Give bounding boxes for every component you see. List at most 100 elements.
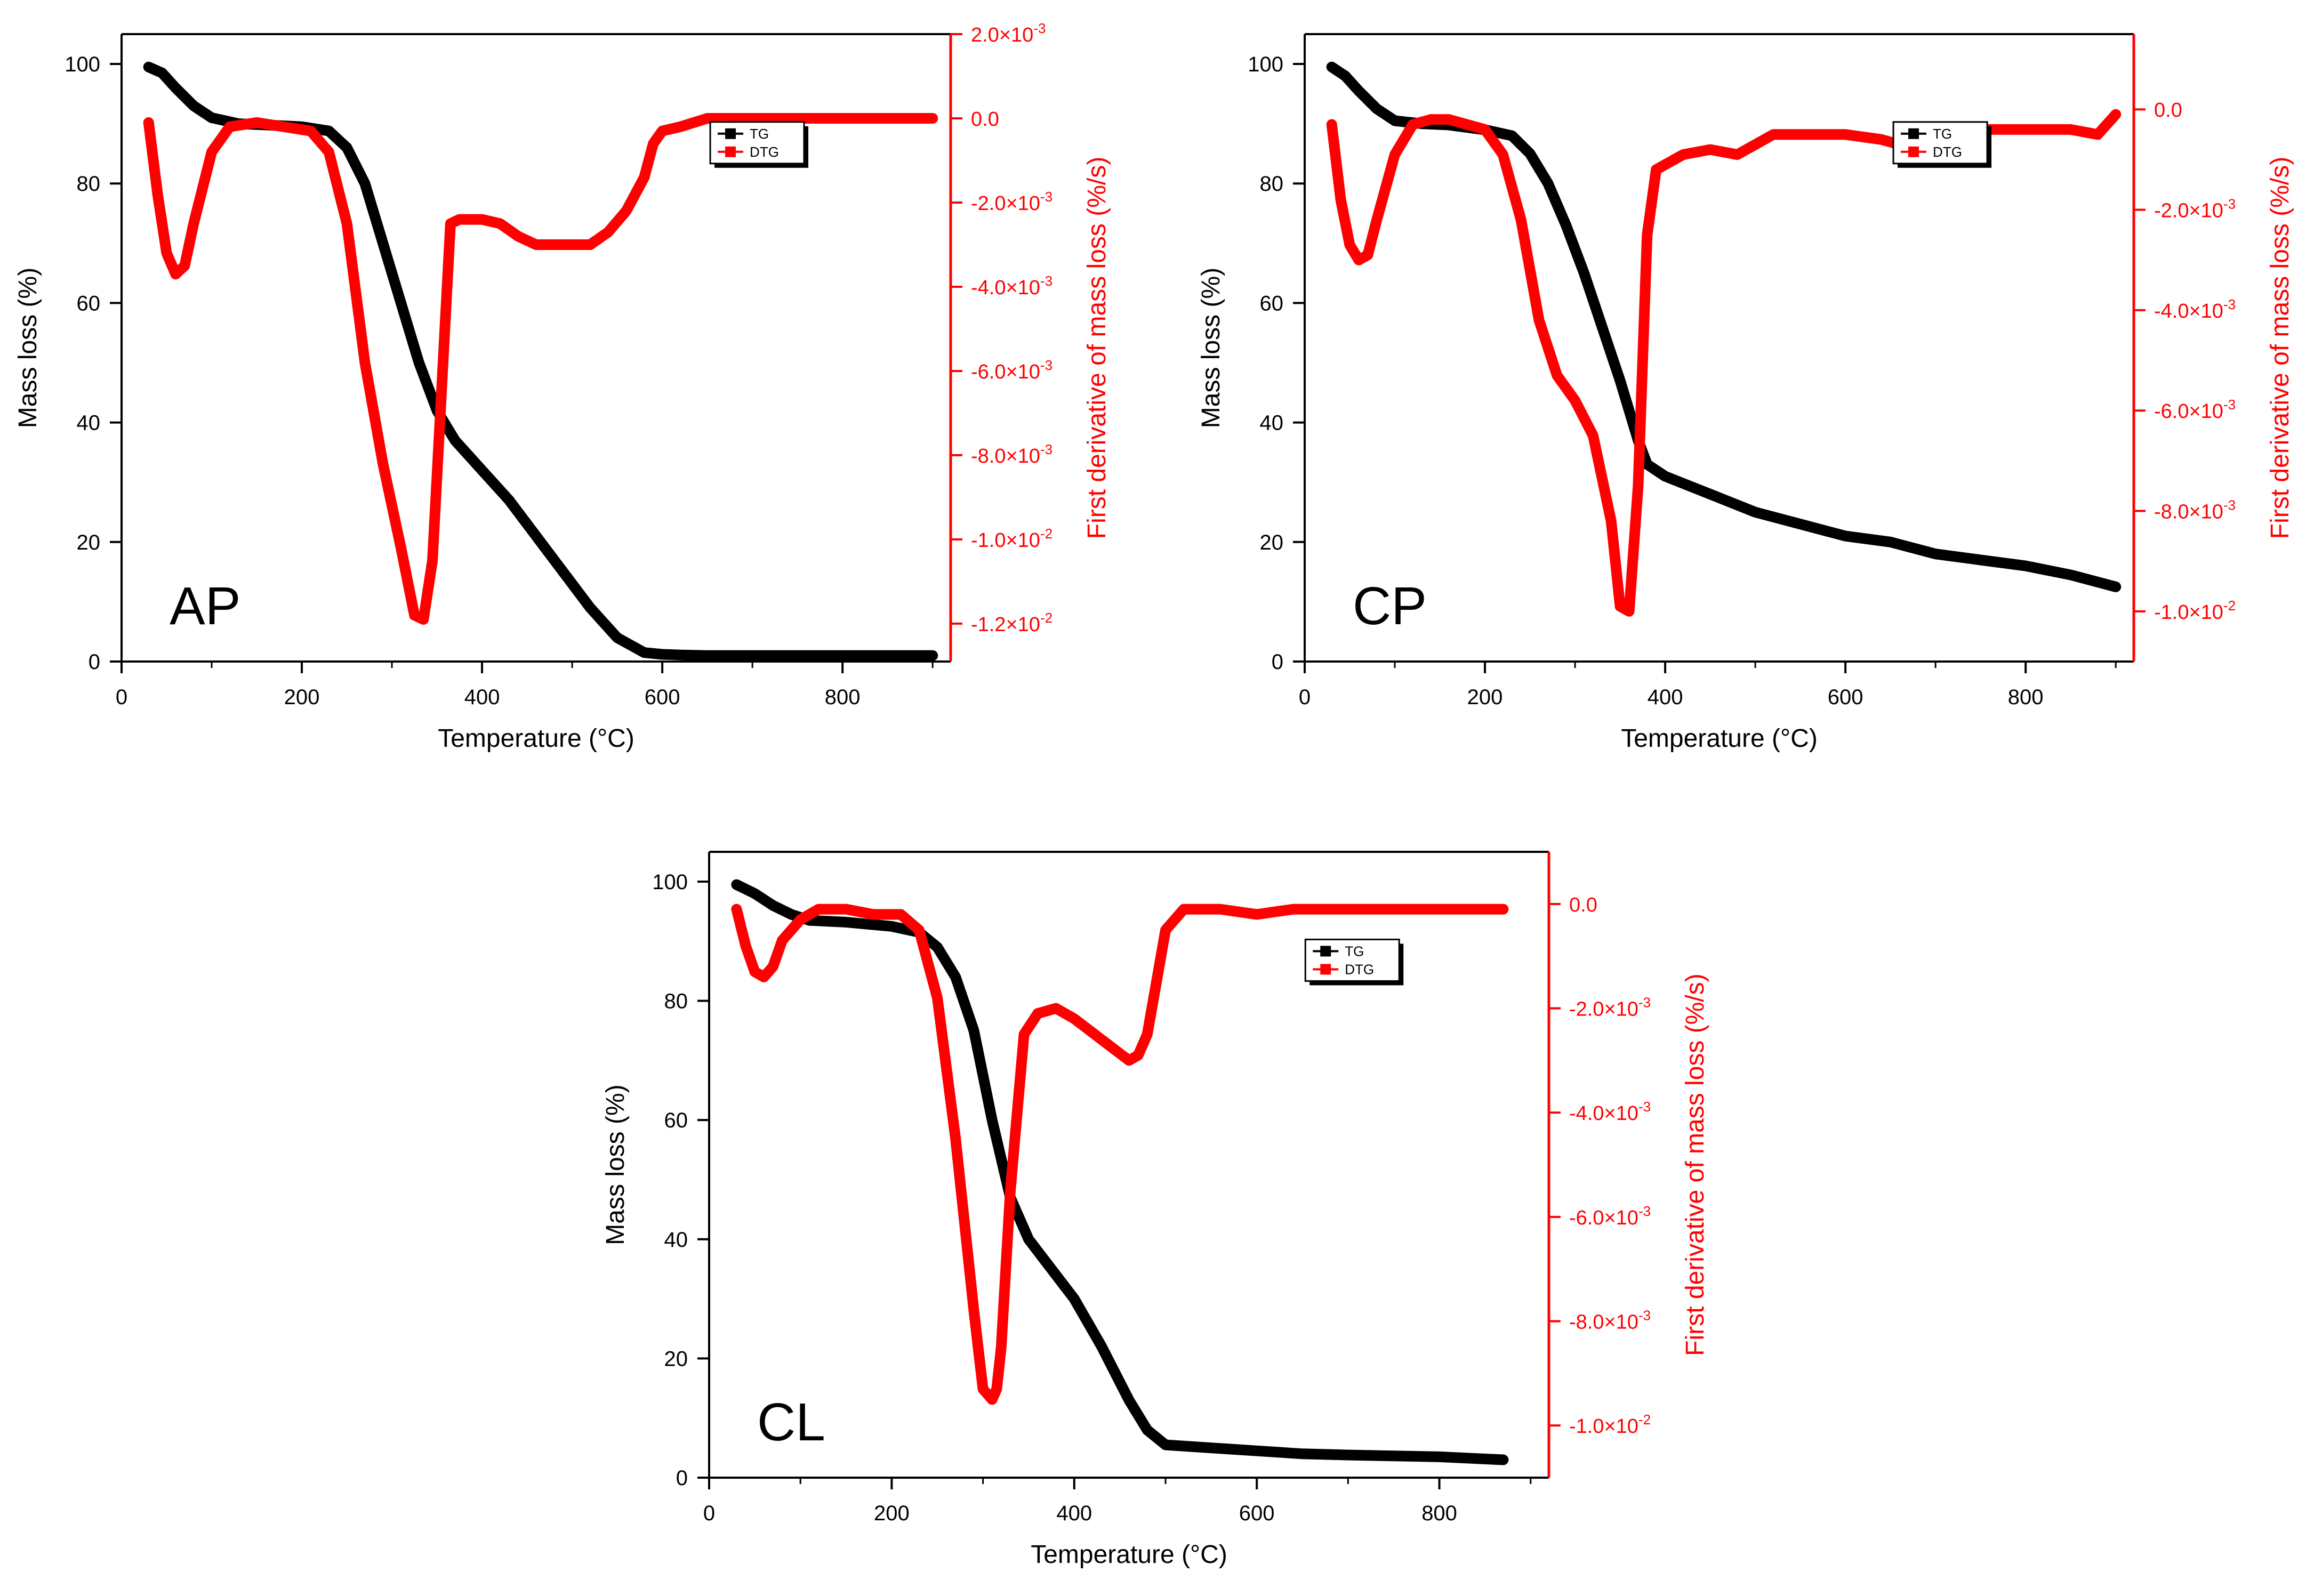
y2-tick-multiplier: ×10	[1604, 1207, 1638, 1229]
y-axis-title: Mass loss (%)	[14, 268, 42, 428]
legend-label: TG	[750, 126, 769, 142]
y2-tick-multiplier: ×10	[2189, 300, 2223, 323]
x-tick-label: 400	[1648, 686, 1683, 709]
legend-marker	[725, 146, 736, 157]
y-tick-label: 0	[1272, 650, 1283, 674]
y2-tick-mantissa: -4.0	[971, 277, 1006, 299]
y2-tick-mantissa: -2.0	[1569, 998, 1604, 1021]
y2-tick-exponent: -2	[1040, 526, 1052, 542]
y2-tick-mantissa: -2.0	[2154, 200, 2189, 222]
legend-label: DTG	[1933, 144, 1962, 160]
legend-marker	[1320, 964, 1331, 975]
y-tick-label: 60	[77, 292, 101, 315]
y2-tick-label: -8.0×10-3	[1569, 1308, 1651, 1334]
y2-tick-exponent: -3	[1040, 189, 1052, 205]
series-line-tg	[143, 61, 938, 661]
y2-tick-label: -6.0×10-3	[2154, 397, 2236, 423]
x-tick-label: 400	[1056, 1502, 1092, 1525]
y2-tick-label: -1.0×10-2	[2154, 598, 2236, 624]
panel-label: AP	[170, 576, 240, 636]
y-tick-label: 40	[1260, 412, 1284, 435]
y2-tick-mantissa: 0.0	[1569, 894, 1597, 916]
y-tick-label: 60	[1260, 292, 1284, 315]
y2-tick-mantissa: -8.0	[971, 445, 1006, 467]
y2-tick-label: 0.0	[1569, 894, 1597, 916]
x-axis-title: Temperature (°C)	[1621, 724, 1818, 753]
y-tick-label: 60	[664, 1109, 688, 1132]
y2-tick-exponent: -3	[2223, 397, 2236, 413]
y2-tick-label: -4.0×10-3	[2154, 296, 2236, 323]
y2-tick-label: -6.0×10-3	[1569, 1203, 1651, 1229]
y2-tick-multiplier: ×10	[1006, 277, 1040, 299]
y2-tick-mantissa: -6.0	[2154, 400, 2189, 423]
y2-tick-multiplier: ×10	[1006, 614, 1040, 636]
y2-tick-label: -6.0×10-3	[971, 357, 1052, 383]
x-tick-label: 0	[703, 1502, 715, 1525]
y2-tick-label: 0.0	[2154, 99, 2182, 122]
y2-tick-exponent: -3	[2223, 196, 2236, 212]
panel-cp: 0 200 400 600 8000204060801000.0-2.0×10-3-4.…	[1197, 33, 2294, 753]
y2-tick-exponent: -3	[1638, 995, 1651, 1011]
legend-marker	[1320, 946, 1331, 957]
legend-marker	[1908, 146, 1919, 157]
x-tick-label: 400	[464, 686, 500, 709]
legend-label: DTG	[1345, 961, 1374, 977]
y2-tick-exponent: -3	[1638, 1203, 1651, 1219]
x-tick-label: 0	[116, 686, 127, 709]
y2-tick-multiplier: ×10	[999, 24, 1033, 46]
y2-tick-label: -2.0×10-3	[2154, 196, 2236, 222]
y2-tick-multiplier: ×10	[2189, 400, 2223, 423]
x-tick-label: 600	[1828, 686, 1863, 709]
legend-label: TG	[1933, 126, 1952, 142]
y2-tick-multiplier: ×10	[1006, 361, 1040, 383]
y2-tick-multiplier: ×10	[1006, 192, 1040, 215]
y2-tick-mantissa: -1.2	[971, 614, 1006, 636]
y2-tick-label: -2.0×10-3	[971, 189, 1052, 215]
y2-tick-mantissa: -6.0	[971, 361, 1006, 383]
y2-tick-exponent: -2	[2223, 598, 2236, 614]
y2-tick-label: -1.0×10-2	[1569, 1412, 1651, 1438]
x-tick-label: 0	[1299, 686, 1311, 709]
y-tick-label: 100	[65, 53, 100, 76]
x-tick-label: 600	[1239, 1502, 1275, 1525]
panel-label: CP	[1353, 576, 1427, 636]
y2-tick-multiplier: ×10	[1006, 529, 1040, 552]
y2-tick-mantissa: 0.0	[971, 108, 999, 131]
panel-ap: 0 200 400 600 8000204060801002.0×10-30.0-2.0…	[14, 20, 1111, 753]
y-tick-label: 20	[1260, 531, 1284, 554]
y2-tick-label: -2.0×10-3	[1569, 995, 1651, 1021]
y2-tick-label: 2.0×10-3	[971, 20, 1046, 46]
y2-tick-exponent: -3	[1040, 273, 1052, 289]
y-tick-label: 100	[652, 870, 688, 894]
y2-tick-mantissa: -4.0	[1569, 1102, 1604, 1125]
y2-tick-multiplier: ×10	[1604, 1311, 1638, 1334]
x-axis-title: Temperature (°C)	[1031, 1541, 1227, 1569]
legend-marker	[725, 128, 736, 139]
y2-tick-mantissa: -1.0	[971, 529, 1006, 552]
y2-tick-mantissa: 2.0	[971, 24, 999, 46]
series-line-dtg	[1326, 109, 2122, 617]
y2-tick-label: -1.2×10-2	[971, 610, 1052, 636]
y2-tick-mantissa: -1.0	[2154, 601, 2189, 624]
panel-cl: 0 200 400 600 8000204060801000.0-2.0×10-3-4.…	[601, 851, 1709, 1569]
y-tick-label: 0	[676, 1466, 688, 1490]
y2-tick-exponent: -3	[1040, 441, 1052, 457]
y2-tick-multiplier: ×10	[1006, 445, 1040, 467]
y2-tick-label: -4.0×10-3	[1569, 1099, 1651, 1125]
x-tick-label: 600	[645, 686, 680, 709]
y2-tick-multiplier: ×10	[2189, 501, 2223, 523]
x-tick-label: 800	[2008, 686, 2044, 709]
y-tick-label: 40	[77, 412, 101, 435]
y2-axis-title: First derivative of mass loss (%/s)	[1681, 973, 1709, 1356]
y2-tick-mantissa: -4.0	[2154, 300, 2189, 323]
y2-tick-multiplier: ×10	[1604, 1102, 1638, 1125]
y2-tick-multiplier: ×10	[2189, 601, 2223, 624]
legend-marker	[1908, 128, 1919, 139]
y-tick-label: 20	[664, 1347, 688, 1371]
y2-tick-mantissa: -6.0	[1569, 1207, 1604, 1229]
x-tick-label: 200	[1467, 686, 1503, 709]
x-tick-label: 800	[1421, 1502, 1457, 1525]
y2-tick-mantissa: -1.0	[1569, 1415, 1604, 1438]
y2-tick-exponent: -2	[1040, 610, 1052, 626]
series-line-dtg	[731, 904, 1509, 1405]
